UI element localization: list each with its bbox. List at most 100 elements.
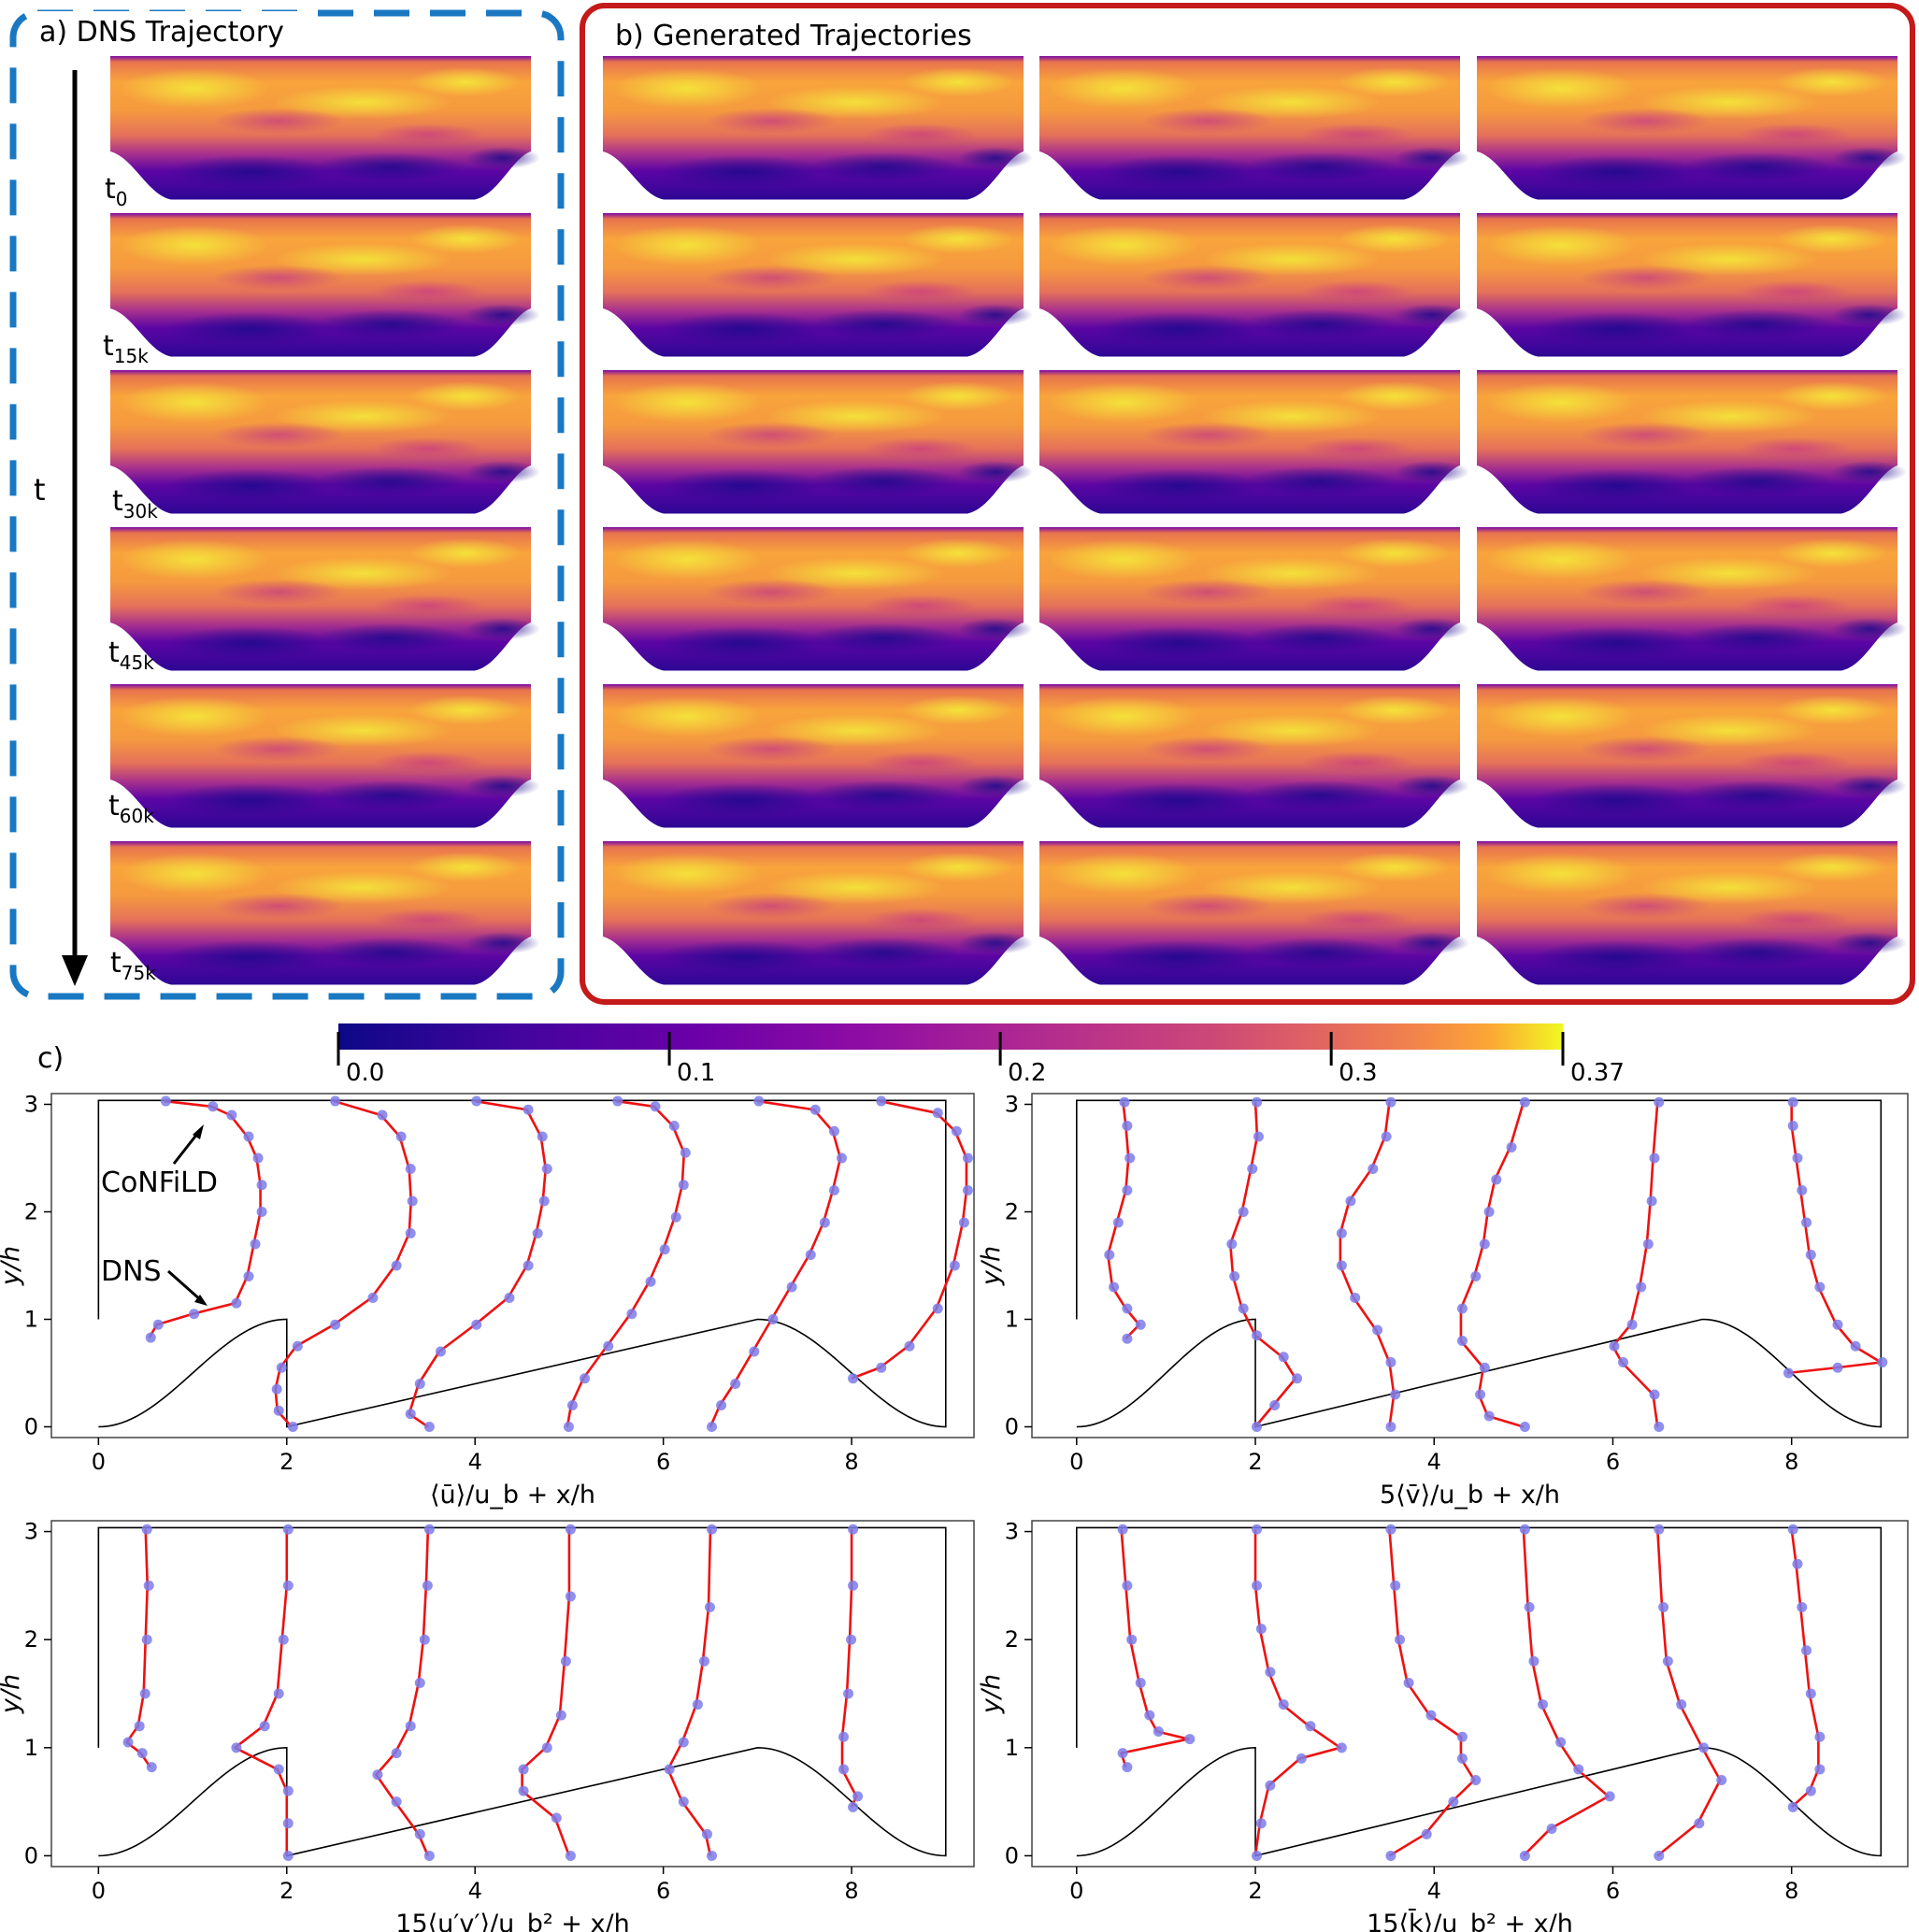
x-tick-label: 8 — [844, 1878, 858, 1904]
plot-k-profiles: 0 2 4 6 8 0 1 2 3 15⟨k̄⟩/u_b² + x/h y/h — [977, 1519, 1909, 1932]
dns-marker — [391, 1260, 402, 1271]
dns-marker — [668, 1121, 680, 1131]
dns-marker — [1519, 1096, 1530, 1108]
dns-marker — [538, 1195, 550, 1207]
generated-flow-field-r4-c1 — [603, 527, 1033, 671]
dns-marker — [435, 1346, 446, 1357]
x-tick-label: 0 — [1069, 1878, 1083, 1904]
generated-flow-field-r2-c1 — [603, 213, 1033, 357]
dns-marker — [846, 1634, 857, 1645]
y-tick-label: 1 — [24, 1735, 38, 1761]
dns-marker — [580, 1373, 591, 1384]
dns-marker — [1381, 1131, 1392, 1142]
dns-marker — [1117, 1748, 1128, 1759]
dns-marker — [852, 1791, 864, 1802]
dns-marker — [707, 1524, 717, 1535]
dns-marker — [391, 1748, 402, 1759]
dns-marker — [1787, 1121, 1798, 1131]
dns-marker — [414, 1677, 425, 1688]
dns-marker — [1122, 1762, 1133, 1773]
time-label-t30k: t30k — [112, 485, 158, 522]
dns-flow-field-t30k — [110, 370, 540, 514]
y-tick-label: 2 — [24, 1626, 38, 1653]
dns-frames — [110, 56, 540, 985]
time-arrow-head — [62, 955, 88, 986]
dns-marker — [659, 1244, 670, 1255]
dns-marker — [828, 1185, 839, 1195]
dns-marker — [146, 1762, 157, 1773]
dns-marker — [1385, 1524, 1396, 1535]
dns-marker — [1654, 1096, 1665, 1108]
dns-marker — [1252, 1850, 1263, 1861]
x-tick-label: 2 — [279, 1878, 294, 1904]
confild-profile-line — [1522, 1529, 1610, 1857]
confild-profile-line — [1228, 1102, 1297, 1428]
dns-marker — [282, 1818, 294, 1829]
dns-marker — [405, 1721, 416, 1732]
dns-marker — [1519, 1524, 1530, 1535]
dns-marker — [1385, 1357, 1396, 1367]
dns-marker — [1336, 1228, 1347, 1238]
dns-marker — [256, 1207, 267, 1217]
dns-marker — [1694, 1818, 1705, 1829]
x-axis-label: 15⟨u′v′⟩/u_b² + x/h — [395, 1910, 629, 1932]
generated-flow-field-r4-c2 — [1039, 527, 1469, 671]
confild-profile-line — [851, 1099, 968, 1380]
dns-marker — [1135, 1677, 1146, 1688]
dns-marker — [1805, 1688, 1816, 1699]
profile-plots: 0 2 4 6 8 0 1 2 3 ⟨ū⟩/u_b + x/h y/h 0 2 4 6 8 0 1 2 3 5⟨v̄⟩/… — [0, 1092, 1909, 1932]
y-tick-label: 2 — [1005, 1199, 1019, 1225]
y-axis-label: y/h — [977, 1674, 1006, 1714]
x-tick-label: 8 — [1784, 1449, 1798, 1475]
time-label-t75k: t75k — [110, 947, 156, 984]
generated-flow-field-r5-c1 — [603, 684, 1033, 828]
legend-confild-arrowhead — [193, 1124, 204, 1139]
dns-marker — [809, 1104, 821, 1115]
colorbar: 0.0 0.1 0.2 0.3 0.37 — [337, 1023, 1625, 1087]
dns-marker — [395, 1131, 407, 1142]
dns-marker — [670, 1211, 681, 1223]
dns-marker — [848, 1580, 859, 1591]
dns-marker — [1479, 1238, 1490, 1250]
plot-uv-profiles: 0 2 4 6 8 0 1 2 3 15⟨u′v′⟩/u_b² + x/h y/h — [0, 1519, 975, 1932]
dns-marker — [678, 1737, 689, 1748]
dns-marker — [1609, 1340, 1620, 1352]
dns-marker — [1676, 1699, 1687, 1710]
dns-marker — [1252, 1422, 1263, 1432]
dns-marker — [1797, 1185, 1808, 1195]
generated-flow-field-r1-c3 — [1477, 56, 1907, 200]
dns-marker — [1296, 1753, 1307, 1764]
dns-marker — [1122, 1303, 1133, 1314]
dns-marker — [730, 1379, 741, 1389]
dns-marker — [252, 1152, 264, 1164]
legend-dns-arrow — [167, 1269, 203, 1303]
dns-marker — [231, 1297, 242, 1309]
y-tick-label: 3 — [1005, 1519, 1019, 1545]
dns-marker — [532, 1228, 543, 1238]
dns-marker — [1483, 1207, 1495, 1217]
dns-marker — [707, 1422, 717, 1432]
confild-profile-line — [375, 1529, 430, 1856]
dns-marker — [1117, 1524, 1128, 1535]
dns-marker — [949, 1260, 960, 1271]
dns-marker — [1783, 1367, 1794, 1379]
dns-marker — [1265, 1667, 1276, 1678]
dns-marker — [1253, 1131, 1264, 1142]
dns-marker — [471, 1319, 482, 1330]
dns-marker — [243, 1131, 254, 1142]
x-tick-label: 6 — [656, 1878, 670, 1904]
dns-marker — [1479, 1362, 1490, 1373]
generated-flow-field-r5-c2 — [1039, 684, 1469, 828]
x-tick-label: 4 — [468, 1449, 482, 1475]
dns-marker — [1390, 1389, 1401, 1400]
dns-marker — [1850, 1340, 1861, 1352]
dns-flow-field-t0 — [110, 56, 540, 200]
dns-marker — [664, 1764, 675, 1775]
dns-marker — [273, 1764, 284, 1775]
dns-marker — [1654, 1524, 1665, 1535]
dns-marker — [1372, 1324, 1383, 1336]
y-tick-label: 0 — [1005, 1842, 1019, 1868]
dns-marker — [1519, 1422, 1530, 1432]
dns-flow-field-t45k — [110, 527, 540, 671]
dns-marker — [1305, 1721, 1316, 1732]
